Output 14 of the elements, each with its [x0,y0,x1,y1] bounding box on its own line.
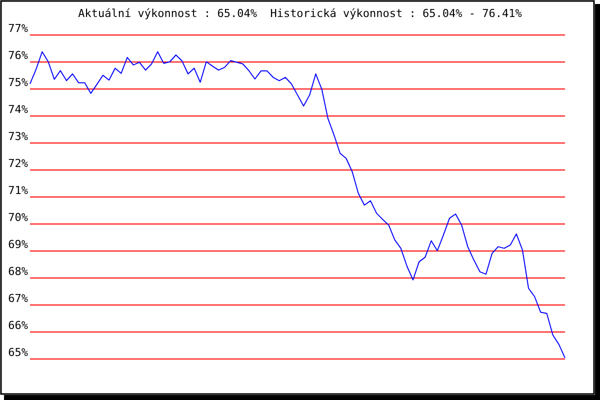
y-tick-label: 71% [8,184,28,197]
y-tick-label: 76% [8,49,28,62]
y-tick-label: 65% [8,346,28,359]
y-tick-label: 72% [8,157,28,170]
y-tick-label: 68% [8,265,28,278]
y-tick-label: 70% [8,211,28,224]
y-tick-label: 75% [8,76,28,89]
y-tick-label: 66% [8,319,28,332]
y-tick-label: 67% [8,292,28,305]
y-tick-label: 77% [8,22,28,35]
y-tick-label: 73% [8,130,28,143]
y-tick-label: 74% [8,103,28,116]
chart-title: Aktuální výkonnost : 65.04% Historická výkonnost : 65.04% - 76.41% [78,7,522,20]
y-tick-label: 69% [8,238,28,251]
